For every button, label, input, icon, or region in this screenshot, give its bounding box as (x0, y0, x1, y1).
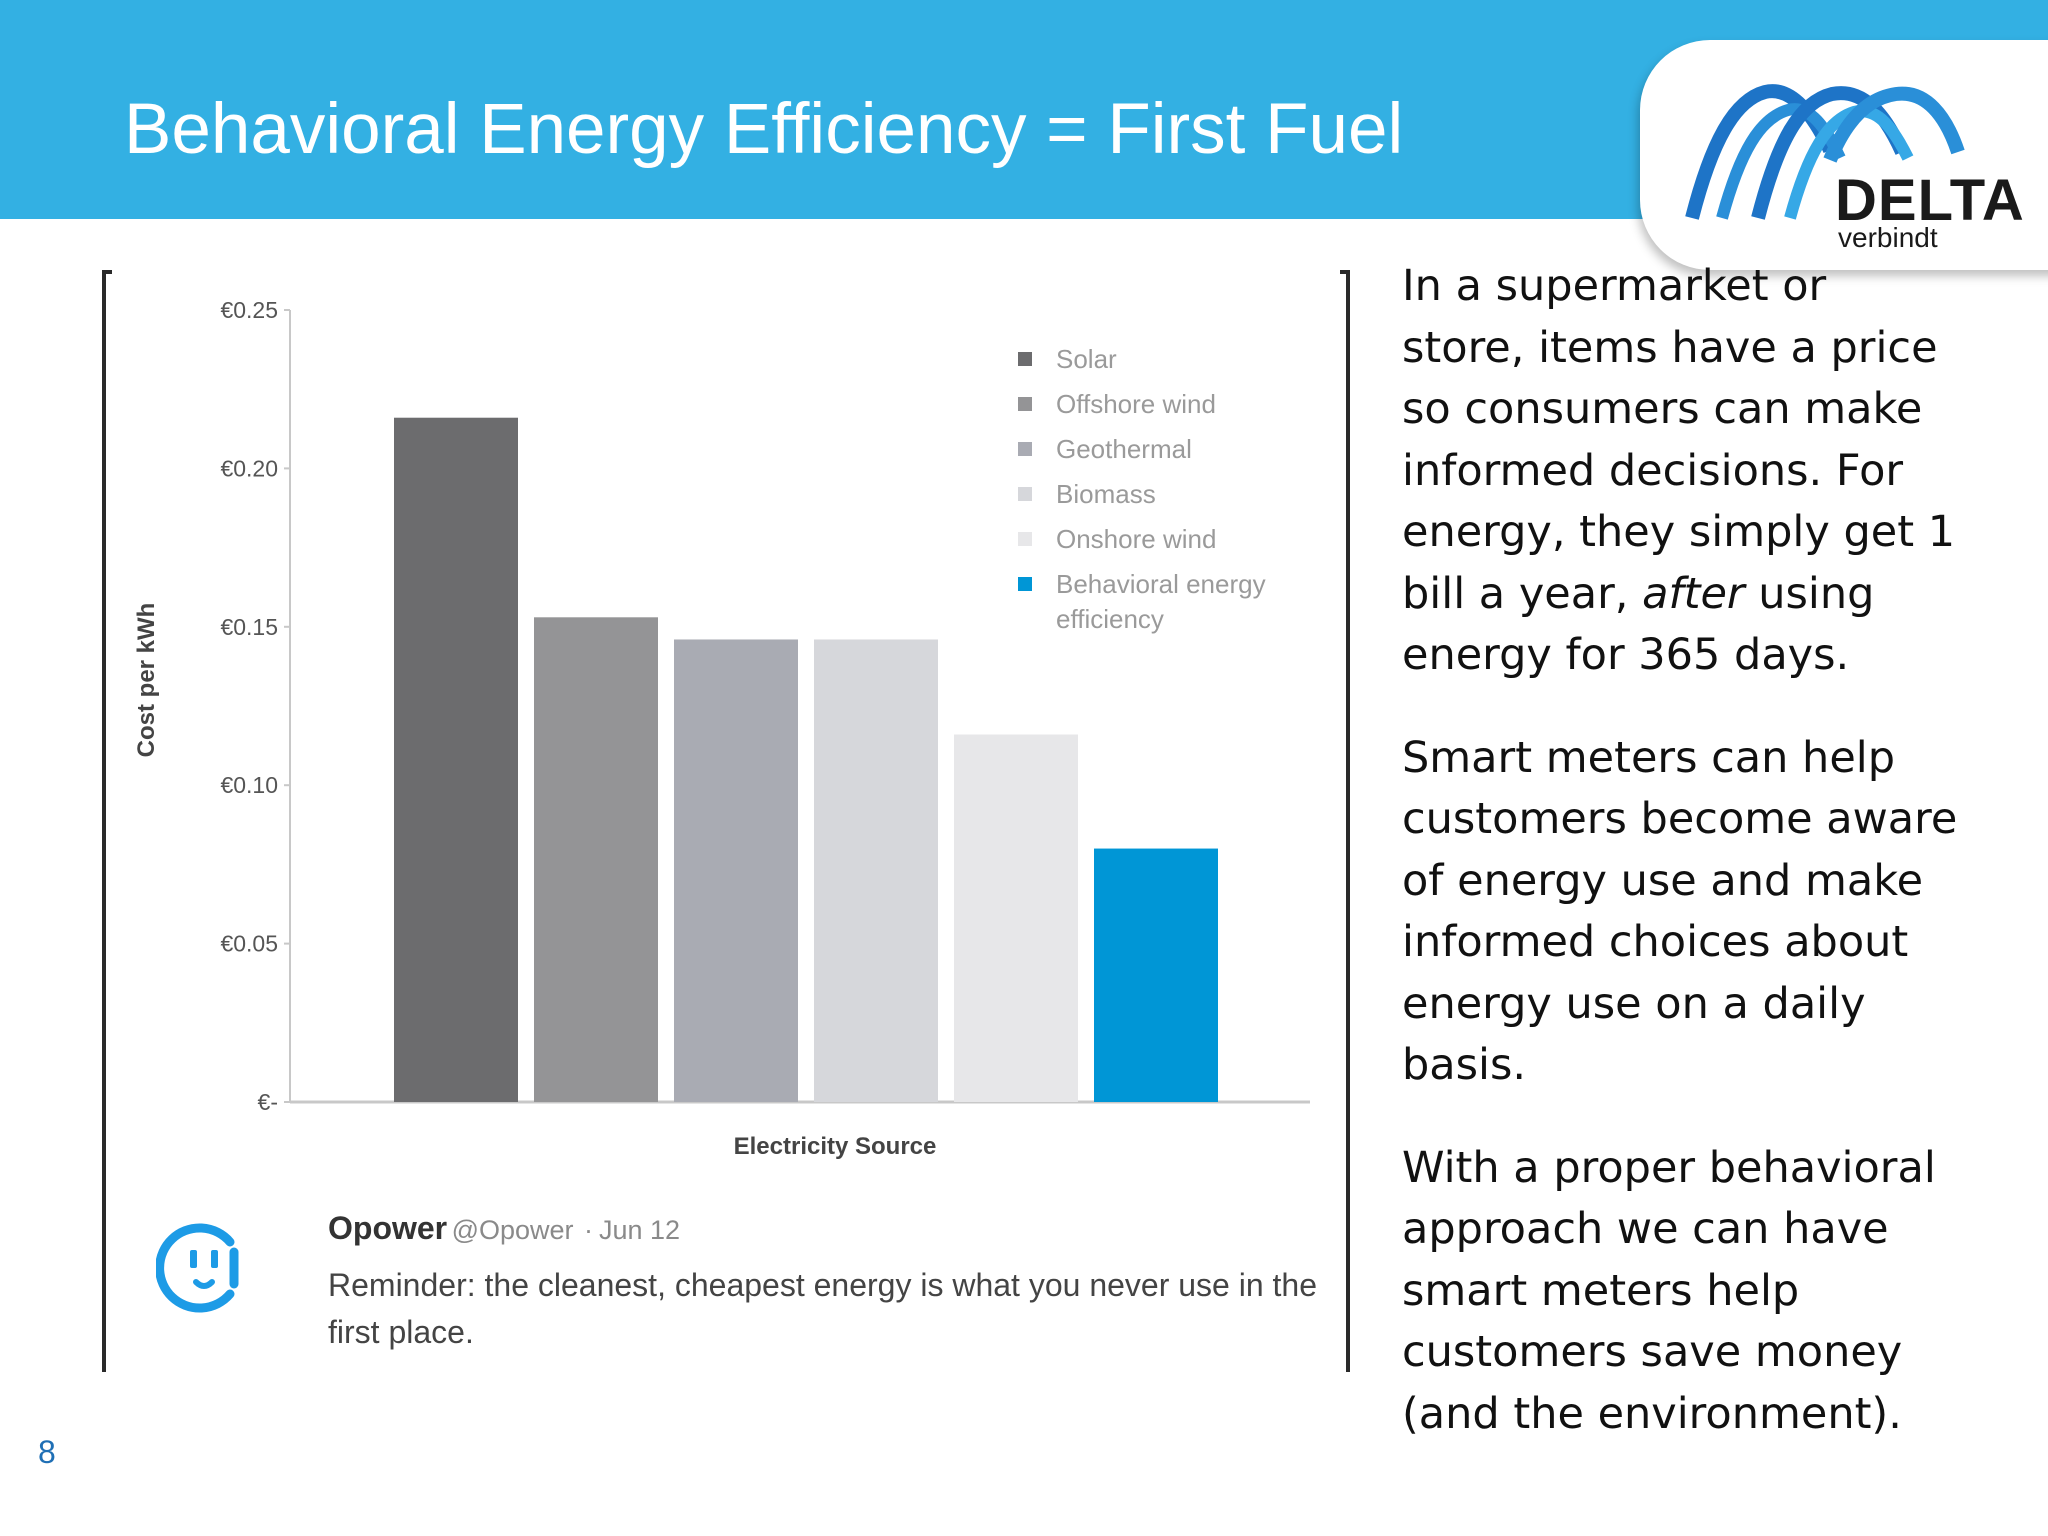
bar-solar (394, 417, 518, 1102)
chart-figure: €- €0.05 €0.10 €0.15 €0.20 €0.25 Solar Offshor… (102, 270, 1350, 1372)
x-axis-title: Electricity Source (734, 1133, 937, 1160)
y-tick-label: €0.05 (220, 931, 278, 957)
paragraph-1-end: using energy for 365 days. (1402, 568, 1875, 681)
paragraph-1-emphasis: after (1642, 568, 1745, 619)
delta-tagline: verbindt (1838, 222, 1938, 253)
bar-behavioral-energy-efficiency (1094, 848, 1218, 1102)
legend-label: Behavioral energy efficiency (1056, 569, 1266, 634)
legend-swatch (1018, 352, 1032, 366)
bar-chart: €- €0.05 €0.10 €0.15 €0.20 €0.25 Solar Offshor… (133, 297, 1310, 1160)
tweet-separator: · (583, 1215, 593, 1245)
bar-biomass (814, 639, 938, 1102)
y-tick-label: €0.15 (220, 614, 278, 640)
tweet-header: Opower @Opower · Jun 12 (328, 1212, 680, 1244)
delta-logo: DELTA verbindt (1640, 40, 2048, 270)
y-tick-label: €0.25 (220, 297, 278, 323)
paragraph-2: Smart meters can help customers become a… (1402, 732, 1958, 1091)
bar-offshore-wind (534, 617, 658, 1102)
bar-geothermal (674, 639, 798, 1102)
opower-outlet-face-icon (156, 1223, 239, 1313)
y-tick-label: €- (258, 1089, 278, 1115)
paragraph-3: With a proper behavioral approach we can… (1402, 1142, 1936, 1439)
legend-swatch (1018, 442, 1032, 456)
legend-label: Biomass (1056, 479, 1156, 509)
legend-label: Geothermal (1056, 434, 1192, 464)
tweet-text: Reminder: the cleanest, cheapest energy … (328, 1267, 1318, 1350)
tweet-author-handle: @Opower (451, 1215, 574, 1245)
y-axis-title: Cost per kWh (133, 603, 160, 758)
legend-label: Solar (1056, 344, 1117, 374)
legend-label: Onshore wind (1056, 524, 1216, 554)
tweet-date: Jun 12 (598, 1215, 681, 1245)
paragraph-1-start: In a supermarket or store, items have a … (1402, 261, 1956, 619)
y-tick-label: €0.20 (220, 455, 278, 481)
legend-swatch (1018, 397, 1032, 411)
paragraph-1: In a supermarket or store, items have a … (1402, 256, 1962, 687)
tweet-author-name: Opower (328, 1210, 448, 1246)
bar-onshore-wind (954, 734, 1078, 1102)
slide-title: Behavioral Energy Efficiency = First Fue… (124, 90, 1404, 169)
page-number: 8 (38, 1434, 56, 1470)
legend-label: Offshore wind (1056, 389, 1216, 419)
legend-swatch (1018, 577, 1032, 591)
body-text: In a supermarket or store, items have a … (1402, 256, 1962, 1486)
legend-swatch (1018, 532, 1032, 546)
delta-arches-logo-icon (1685, 84, 1965, 220)
delta-wordmark: DELTA (1835, 168, 2025, 233)
legend-swatch (1018, 487, 1032, 501)
y-tick-label: €0.10 (220, 772, 278, 798)
